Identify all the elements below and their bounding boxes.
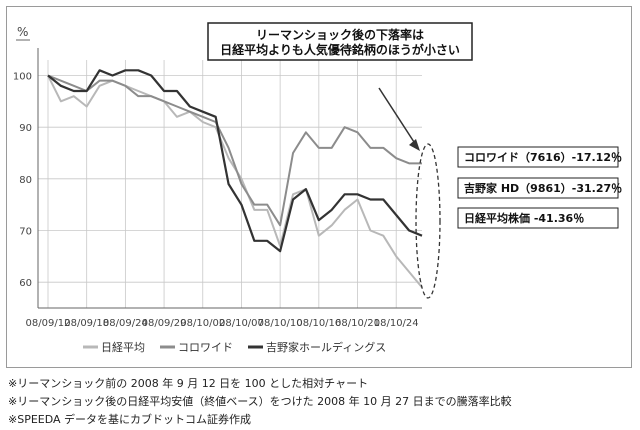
x-tick-label: 08/10/16 [296, 318, 341, 329]
legend-label-colowide: コロワイド [178, 341, 233, 354]
legend: 日経平均 コロワイド 吉野家ホールディングス [83, 340, 386, 354]
x-tick-label: 08/09/18 [64, 318, 109, 329]
result-box-nikkei [457, 207, 619, 229]
pointer-arrow [378, 87, 415, 143]
note-2: ※リーマンショック後の日経平均安値（終値ベース）をつけた 2008 年 10 月… [8, 395, 512, 408]
highlight-ellipse [415, 143, 441, 299]
y-tick-label: 100 [13, 72, 32, 83]
result-yoshinoya: 吉野家 HD（9861）-31.27％ [464, 181, 622, 195]
axes [37, 48, 422, 309]
x-tick-label: 08/10/07 [219, 318, 264, 329]
legend-label-yoshinoya: 吉野家ホールディングス [266, 340, 386, 354]
note-3: ※SPEEDA データを基にカブドットコム証券作成 [8, 413, 252, 426]
series-yoshinoya-line [47, 69, 423, 253]
result-colowide: コロワイド（7616）-17.12％ [464, 151, 622, 164]
arrow-head [409, 139, 420, 151]
note-1: ※リーマンショック前の 2008 年 9 月 12 日を 100 とした相対チャ… [8, 377, 369, 390]
y-tick-label: 80 [19, 175, 32, 186]
result-box-colowide [457, 146, 619, 168]
y-tick-labels: 60 70 80 90 100 [13, 72, 32, 290]
x-tick-label: 08/10/02 [180, 318, 225, 329]
y-unit-label: % [17, 25, 28, 39]
x-tick-labels: 08/09/1208/09/1808/09/2408/09/2908/10/02… [26, 318, 419, 329]
x-tick-label: 08/10/10 [258, 318, 303, 329]
x-tick-label: 08/10/21 [335, 318, 380, 329]
x-tick-label: 08/09/29 [142, 318, 187, 329]
headline-line-1: リーマンショック後の下落率は [256, 27, 424, 42]
x-tick-label: 08/10/24 [374, 318, 419, 329]
series-lines [47, 69, 423, 288]
headline-box [207, 22, 473, 61]
result-box-yoshinoya [457, 177, 619, 199]
y-tick-label: 90 [19, 123, 32, 134]
result-nikkei: 日経平均株価 -41.36％ [464, 211, 584, 225]
grid-lines [38, 60, 422, 308]
x-tick-label: 08/09/24 [103, 318, 148, 329]
x-tick-label: 08/09/12 [26, 318, 71, 329]
chart-frame [6, 6, 632, 368]
series-colowide-line [47, 74, 422, 227]
series-nikkei-line [47, 75, 423, 288]
legend-label-nikkei: 日経平均 [101, 341, 145, 354]
headline-line-2: 日経平均よりも人気優待銘柄のほうが小さい [220, 42, 460, 57]
y-tick-label: 60 [19, 278, 32, 289]
y-tick-label: 70 [19, 227, 32, 238]
